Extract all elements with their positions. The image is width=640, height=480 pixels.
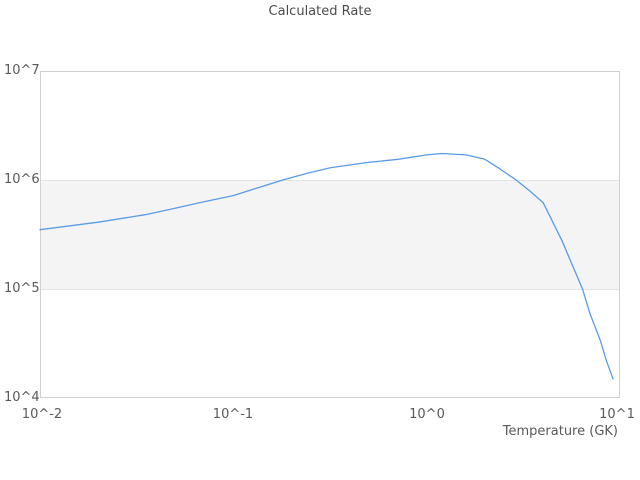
y-tick-label-1e4: 10^4 xyxy=(4,390,40,405)
y-tick-label-1e6: 10^6 xyxy=(4,172,40,187)
x-tick-label-1e-1: 10^-1 xyxy=(212,407,254,422)
x-axis-title: Temperature (GK) xyxy=(502,424,618,439)
x-tick-label-1e-2: 10^-2 xyxy=(21,407,63,422)
decade-band xyxy=(40,180,620,289)
x-tick-label-1e1: 10^1 xyxy=(599,407,635,422)
rate-curve xyxy=(39,152,614,380)
chart-title: Calculated Rate xyxy=(268,4,372,19)
plot-border xyxy=(40,71,620,398)
y-tick-label-1e7: 10^7 xyxy=(4,63,40,78)
x-tick-label-1e0: 10^0 xyxy=(409,407,445,422)
y-tick-label-1e5: 10^5 xyxy=(4,281,40,296)
